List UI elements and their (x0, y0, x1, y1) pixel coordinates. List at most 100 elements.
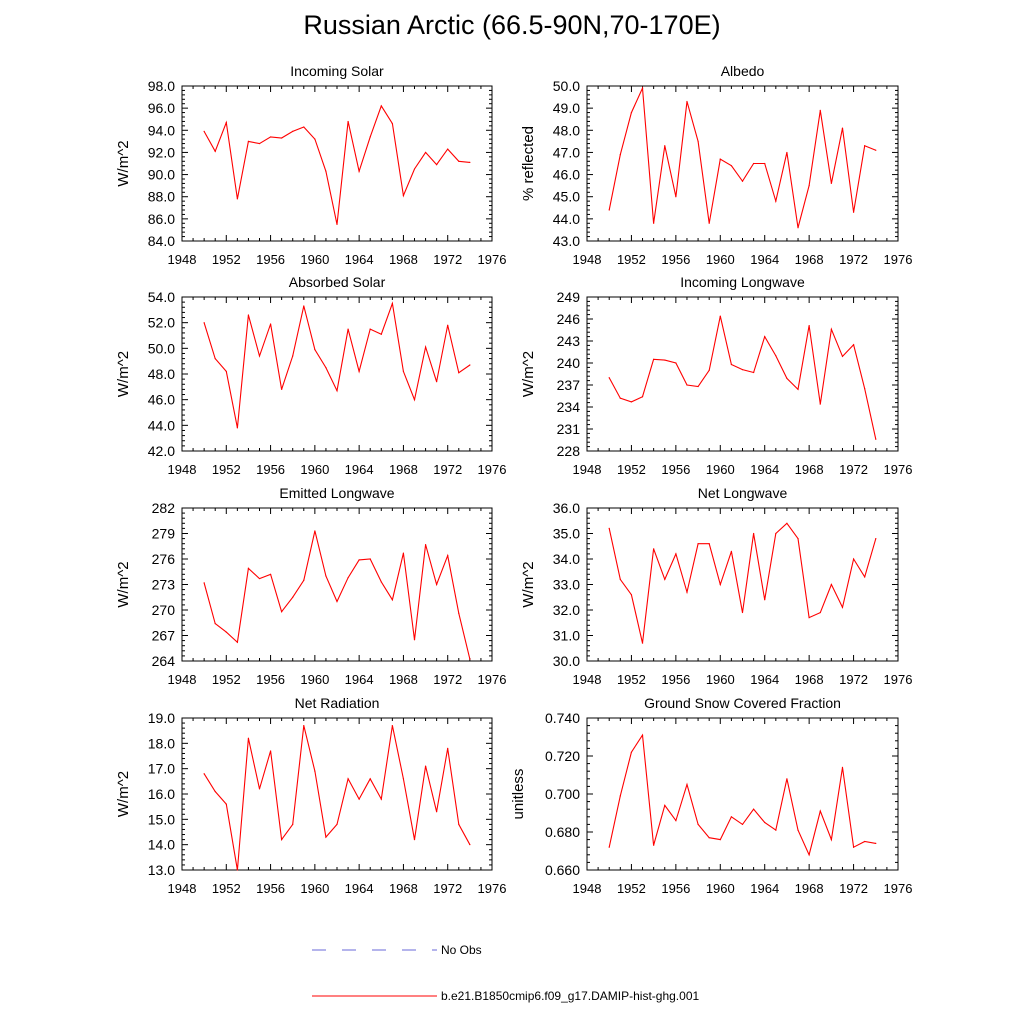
y-tick-label: 282 (152, 500, 176, 516)
data-point (269, 573, 272, 575)
data-point (675, 820, 677, 822)
data-point (369, 328, 371, 330)
data-point (325, 575, 327, 577)
data-point (608, 377, 610, 379)
data-point (630, 401, 633, 403)
data-point (391, 123, 393, 125)
chart-panel-6: Net Longwave 1948 1952 1956 1960 1964 1968 1972… (520, 485, 912, 687)
data-point (436, 583, 438, 586)
y-tick-label: 14.0 (148, 837, 175, 853)
y-tick-label: 237 (557, 377, 581, 393)
data-point (380, 581, 382, 583)
x-tick-label: 1956 (256, 881, 285, 896)
data-point (875, 538, 877, 540)
data-point (730, 165, 732, 167)
data-point (808, 854, 810, 856)
data-point (391, 725, 393, 727)
x-tick-label: 1956 (661, 252, 690, 267)
data-point (753, 532, 755, 535)
panel-title: Net Radiation (295, 695, 380, 711)
data-point (808, 617, 810, 619)
x-tick-label: 1968 (795, 462, 824, 477)
x-tick-label: 1968 (389, 252, 418, 267)
data-point (325, 836, 327, 838)
x-tick-label: 1976 (884, 252, 913, 267)
data-point (436, 164, 438, 166)
x-tick-label: 1952 (212, 462, 241, 477)
data-point (741, 611, 744, 614)
panel-title: Albedo (721, 63, 765, 79)
data-point (830, 182, 832, 185)
chart-panel-5: Emitted Longwave 1948 1952 1956 1960 1964 1968… (115, 485, 506, 687)
data-point (292, 596, 294, 598)
y-tick-label: 17.0 (148, 761, 175, 777)
data-point (236, 641, 238, 643)
y-tick-label: 42.0 (148, 443, 175, 459)
data-point (336, 600, 338, 603)
data-point (741, 823, 744, 826)
x-tick-label: 1972 (433, 252, 462, 267)
data-point (830, 583, 832, 586)
data-point (236, 198, 238, 200)
data-point (675, 362, 677, 364)
y-tick-label: 92.0 (148, 144, 175, 160)
y-tick-label: 50.0 (553, 78, 580, 94)
data-point (469, 844, 471, 846)
panel-title: Incoming Solar (290, 63, 384, 79)
x-tick-label: 1956 (256, 462, 285, 477)
data-point (864, 388, 866, 390)
data-point (225, 121, 227, 124)
series-line (203, 301, 471, 429)
data-point (358, 559, 360, 561)
data-point (841, 606, 844, 609)
y-tick-label: 267 (152, 628, 176, 644)
data-point (203, 322, 205, 324)
page-title: Russian Arctic (66.5-90N,70-170E) (303, 10, 721, 40)
data-point (708, 369, 710, 371)
data-point (841, 355, 844, 357)
y-tick-label: 86.0 (148, 211, 175, 227)
data-point (864, 576, 866, 578)
y-tick-label: 36.0 (553, 500, 580, 516)
y-axis-label: unitless (510, 769, 527, 820)
x-tick-label: 1948 (168, 672, 197, 687)
data-point (436, 381, 438, 383)
x-tick-label: 1952 (617, 672, 646, 687)
chart-panel-8: Ground Snow Covered Fraction 1948 1952 1956… (510, 695, 912, 896)
data-point (852, 344, 855, 346)
legend-label: b.e21.B1850cmip6.f09_g17.DAMIP-hist-ghg.… (441, 989, 699, 1003)
data-point (641, 87, 644, 89)
x-tick-label: 1964 (750, 252, 779, 267)
data-point (630, 594, 633, 596)
data-point (741, 180, 744, 182)
x-tick-label: 1964 (750, 462, 779, 477)
data-point (686, 783, 688, 786)
data-point (258, 142, 261, 145)
data-point (619, 154, 621, 156)
data-point (830, 328, 832, 330)
plot-frame (586, 507, 899, 662)
data-point (347, 328, 349, 330)
x-tick-label: 1976 (478, 881, 507, 896)
y-tick-label: 94.0 (148, 122, 175, 138)
x-tick-label: 1960 (706, 252, 735, 267)
x-tick-label: 1964 (345, 881, 374, 896)
data-point (247, 140, 250, 142)
y-axis-label: W/m^2 (520, 561, 537, 607)
data-point (402, 552, 405, 554)
data-point (402, 370, 405, 373)
x-tick-label: 1960 (706, 672, 735, 687)
data-point (675, 196, 677, 198)
y-tick-label: 34.0 (553, 551, 580, 567)
data-point (447, 555, 449, 557)
y-tick-label: 276 (152, 551, 176, 567)
data-point (413, 639, 416, 641)
data-point (402, 778, 405, 780)
data-point (819, 611, 821, 614)
chart-panel-3: Absorbed Solar 1948 1952 1956 1960 1964 1968 19… (115, 274, 506, 477)
y-tick-label: 264 (152, 653, 176, 669)
x-tick-label: 1976 (884, 881, 913, 896)
data-point (225, 631, 227, 633)
panel-title: Net Longwave (698, 485, 788, 501)
legend: No Obs b.e21.B1850cmip6.f09_g17.DAMIP-his… (312, 943, 699, 1003)
